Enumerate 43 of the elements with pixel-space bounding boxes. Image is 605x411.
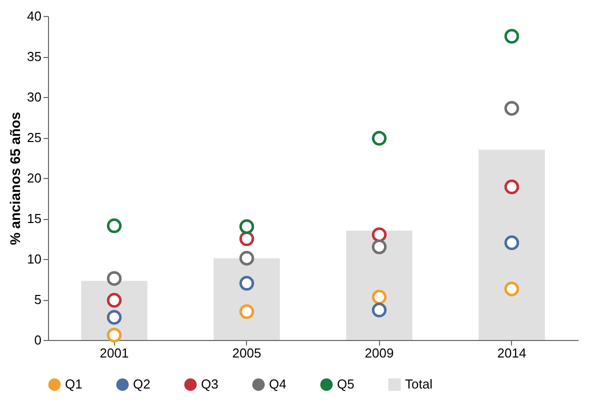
y-tick-label: 15	[27, 211, 42, 226]
bar	[346, 230, 412, 340]
y-tick-label: 30	[27, 90, 42, 104]
x-tick-label: 2014	[497, 346, 526, 360]
point	[372, 302, 387, 318]
point	[239, 231, 254, 246]
point	[106, 218, 122, 234]
legend-label: Q3	[201, 376, 218, 392]
point	[106, 328, 122, 342]
point	[504, 282, 520, 296]
legend-label: Q1	[65, 376, 82, 392]
bar	[478, 150, 545, 340]
y-tick-label: 40	[27, 8, 42, 24]
point	[239, 250, 254, 266]
y-tick-label: 25	[27, 130, 42, 145]
point	[106, 310, 122, 325]
point	[504, 100, 520, 116]
y-axis-title: % ancianos 65 años	[7, 112, 24, 246]
point	[239, 219, 254, 234]
point	[106, 271, 122, 286]
y-tick-label: 20	[27, 170, 42, 186]
legend-label: Total	[405, 376, 433, 392]
x-tick-label: 2001	[100, 346, 129, 360]
legend-label: Q2	[133, 376, 150, 392]
x-tick-label: 2009	[364, 346, 394, 360]
x-tick-label: 2005	[232, 346, 262, 360]
point	[504, 180, 520, 194]
point	[239, 304, 254, 320]
point	[106, 292, 122, 308]
point	[372, 227, 387, 242]
legend-label: Q4	[269, 376, 286, 392]
legend-label: Q5	[337, 376, 354, 392]
point	[372, 239, 387, 254]
y-tick-label: 0	[34, 332, 42, 348]
y-tick-label: 5	[34, 292, 42, 307]
bar	[214, 258, 280, 340]
y-tick-label: 35	[27, 49, 42, 64]
point	[504, 28, 520, 44]
point	[372, 130, 387, 146]
point	[239, 276, 254, 291]
point	[504, 235, 520, 250]
point	[372, 290, 387, 304]
y-tick-label: 10	[27, 252, 42, 266]
